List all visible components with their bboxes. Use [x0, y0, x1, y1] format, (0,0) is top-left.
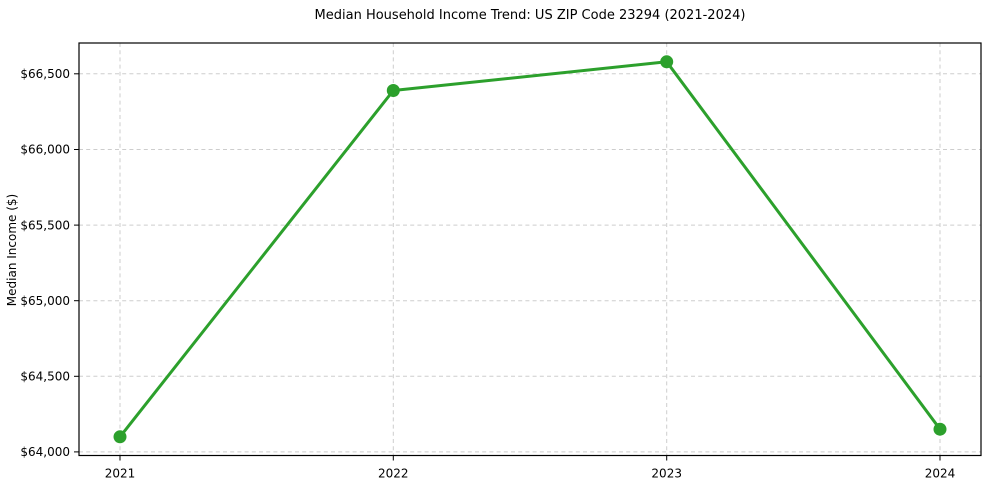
data-point-marker	[933, 422, 947, 436]
x-tick-label: 2023	[651, 467, 682, 481]
x-tick-label: 2022	[378, 467, 409, 481]
y-tick-label: $66,000	[20, 143, 70, 157]
y-tick-label: $65,500	[20, 218, 70, 232]
y-tick-label: $64,000	[20, 445, 70, 459]
y-tick-label: $65,000	[20, 294, 70, 308]
y-tick-label: $64,500	[20, 370, 70, 384]
x-tick-label: 2024	[925, 467, 956, 481]
data-point-marker	[386, 84, 400, 97]
data-point-marker	[660, 55, 674, 69]
income-trend-line	[118, 60, 942, 439]
axes-box	[78, 42, 982, 457]
data-point-marker	[113, 430, 127, 444]
x-tick-label: 2021	[105, 467, 136, 481]
chart-title: Median Household Income Trend: US ZIP Co…	[314, 8, 746, 23]
y-tick-label: $66,500	[20, 67, 70, 81]
